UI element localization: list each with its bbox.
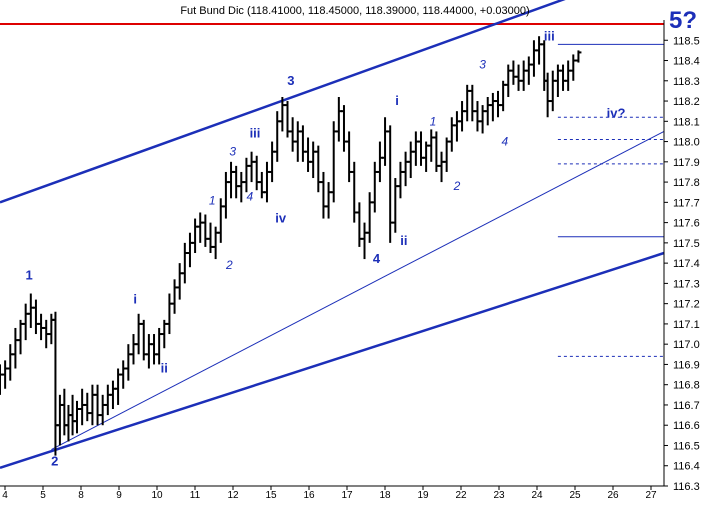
x-tick-label: 23 bbox=[493, 490, 505, 501]
x-tick-label: 5 bbox=[40, 490, 46, 501]
y-tick-label: 117.7 bbox=[673, 197, 700, 209]
wave-label: 4 bbox=[502, 135, 509, 149]
y-tick-label: 117.2 bbox=[673, 299, 700, 311]
axes: 116.3 116.4 116.5 116.6 116.7 116.8 116.9 117.0… bbox=[0, 20, 700, 501]
wave-label: 2 bbox=[51, 454, 58, 469]
y-tick-label: 118.4 bbox=[673, 56, 700, 68]
x-tick-label: 18 bbox=[379, 490, 391, 501]
x-tick-label: 8 bbox=[78, 490, 84, 501]
wave-label: 4 bbox=[373, 251, 381, 266]
y-tick-label: 116.9 bbox=[673, 359, 700, 371]
trend-line bbox=[51, 130, 665, 450]
y-tick-label: 117.9 bbox=[673, 157, 700, 169]
x-tick-label: 10 bbox=[151, 490, 163, 501]
y-tick-label: 117.1 bbox=[673, 319, 700, 331]
price-bars bbox=[0, 36, 582, 456]
corner-label: 5? bbox=[669, 7, 697, 34]
y-tick-label: 117.8 bbox=[673, 177, 700, 189]
y-tick-label: 117.4 bbox=[673, 258, 700, 270]
wave-label: iii bbox=[250, 126, 261, 141]
x-tick-label: 17 bbox=[341, 490, 353, 501]
y-tick-label: 116.5 bbox=[673, 440, 700, 452]
wave-label: 1 bbox=[209, 193, 216, 207]
y-tick-label: 117.0 bbox=[673, 339, 700, 351]
y-tick-label: 118.5 bbox=[673, 35, 700, 47]
y-tick-label: 118.3 bbox=[673, 76, 700, 88]
y-tick-label: 117.5 bbox=[673, 238, 700, 250]
wave-label: iii bbox=[544, 28, 555, 43]
wave-label: ii bbox=[400, 233, 407, 248]
y-tick-label: 118.0 bbox=[673, 137, 700, 149]
wave-label: 1 bbox=[25, 267, 32, 282]
x-tick-label: 16 bbox=[303, 490, 315, 501]
wave-label: iv bbox=[275, 211, 287, 226]
y-tick-label: 117.3 bbox=[673, 278, 700, 290]
wave-label: i bbox=[395, 93, 399, 108]
wave-label: 3 bbox=[229, 145, 236, 159]
wave-label: iv? bbox=[607, 105, 626, 120]
y-tick-label: 118.1 bbox=[673, 116, 700, 128]
overlay-lines bbox=[0, 0, 665, 469]
x-tick-label: 27 bbox=[645, 490, 657, 501]
y-tick-label: 116.7 bbox=[673, 400, 700, 412]
y-tick-label: 116.8 bbox=[673, 380, 700, 392]
chart-title: Fut Bund Dic (118.41000, 118.45000, 118.… bbox=[180, 5, 529, 17]
y-tick-label: 117.6 bbox=[673, 218, 700, 230]
y-tick-label: 116.3 bbox=[673, 481, 700, 493]
wave-label: 1 bbox=[430, 114, 437, 128]
x-tick-label: 26 bbox=[607, 490, 619, 501]
y-tick-label: 116.4 bbox=[673, 461, 700, 473]
wave-label: 4 bbox=[247, 189, 254, 203]
x-tick-label: 19 bbox=[417, 490, 429, 501]
y-tick-label: 118.2 bbox=[673, 96, 700, 108]
wave-label: ii bbox=[161, 361, 168, 376]
x-tick-label: 25 bbox=[569, 490, 581, 501]
x-tick-label: 24 bbox=[531, 490, 543, 501]
x-tick-label: 9 bbox=[116, 490, 122, 501]
channel-line bbox=[0, 251, 665, 469]
wave-label: 2 bbox=[225, 258, 233, 272]
x-tick-label: 11 bbox=[190, 490, 201, 501]
wave-label: 2 bbox=[453, 179, 461, 193]
channel-line bbox=[0, 0, 566, 204]
x-tick-label: 12 bbox=[227, 490, 239, 501]
ohlc-bar bbox=[575, 50, 582, 63]
x-tick-label: 22 bbox=[455, 490, 467, 501]
x-tick-label: 4 bbox=[2, 490, 8, 501]
wave-label: 3 bbox=[479, 58, 486, 72]
wave-label: 3 bbox=[287, 73, 294, 88]
x-tick-label: 15 bbox=[265, 490, 277, 501]
y-tick-label: 116.6 bbox=[673, 420, 700, 432]
wave-label: i bbox=[133, 292, 137, 307]
